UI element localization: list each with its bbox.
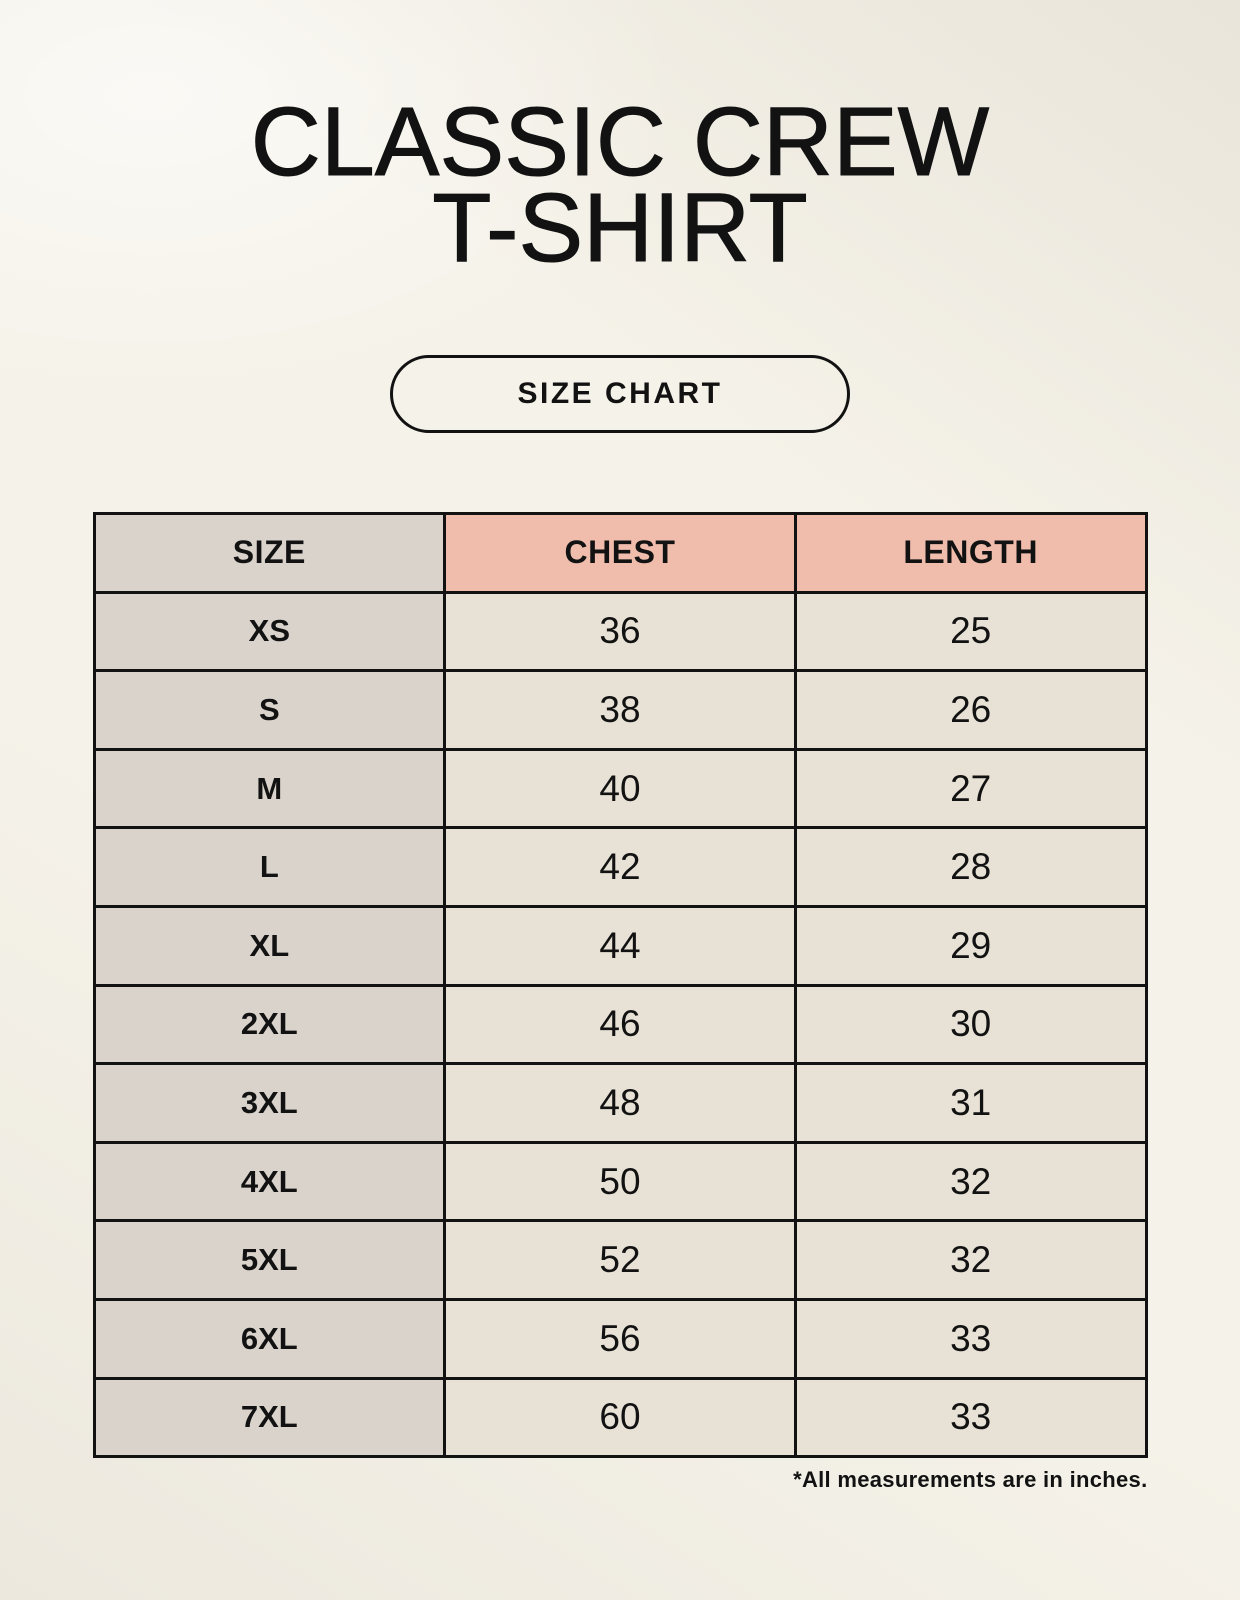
- length-cell: 32: [793, 1140, 1148, 1223]
- size-cell: M: [92, 747, 447, 830]
- chest-cell: 42: [443, 826, 797, 908]
- length-cell: 33: [793, 1376, 1148, 1459]
- size-table-head: SIZE CHEST LENGTH: [92, 512, 1148, 594]
- size-cell: 2XL: [92, 983, 447, 1066]
- size-chart-button[interactable]: SIZE CHART: [390, 355, 850, 433]
- size-cell: 7XL: [92, 1376, 447, 1459]
- column-header-length: LENGTH: [793, 512, 1148, 594]
- size-cell: 4XL: [92, 1140, 447, 1223]
- size-cell: XL: [92, 904, 447, 987]
- table-row: 2XL 46 30: [92, 983, 1148, 1066]
- table-row: XS 36 25: [92, 590, 1148, 673]
- chest-cell: 46: [443, 983, 797, 1066]
- chest-cell: 36: [443, 590, 797, 673]
- table-row: 3XL 48 31: [92, 1062, 1148, 1144]
- length-cell: 30: [793, 983, 1148, 1066]
- chest-cell: 56: [443, 1297, 797, 1380]
- length-cell: 31: [793, 1062, 1148, 1144]
- table-row: 6XL 56 33: [92, 1297, 1148, 1380]
- page-title-line1: CLASSIC CREW: [250, 87, 990, 196]
- measurements-footnote: *All measurements are in inches.: [793, 1467, 1148, 1493]
- page-title-line2: T-SHIRT: [432, 173, 808, 282]
- length-cell: 32: [793, 1219, 1148, 1301]
- length-cell: 25: [793, 590, 1148, 673]
- size-cell: 3XL: [92, 1062, 447, 1144]
- page-title: CLASSIC CREW T-SHIRT: [0, 0, 1240, 277]
- table-row: M 40 27: [92, 747, 1148, 830]
- chest-cell: 44: [443, 904, 797, 987]
- table-row: S 38 26: [92, 669, 1148, 751]
- table-row: 5XL 52 32: [92, 1219, 1148, 1301]
- size-cell: XS: [92, 590, 447, 673]
- length-cell: 33: [793, 1297, 1148, 1380]
- size-table-body: XS 36 25 S 38 26 M 40 27 L 42 28 XL 44 29 2XL 46 30 3XL 48 3…: [92, 590, 1148, 1459]
- chest-cell: 38: [443, 669, 797, 751]
- table-row: 7XL 60 33: [92, 1376, 1148, 1459]
- column-header-size: SIZE: [92, 512, 447, 594]
- header-row: SIZE CHEST LENGTH: [92, 512, 1148, 594]
- chest-cell: 52: [443, 1219, 797, 1301]
- length-cell: 27: [793, 747, 1148, 830]
- size-cell: S: [92, 669, 447, 751]
- length-cell: 29: [793, 904, 1148, 987]
- chest-cell: 48: [443, 1062, 797, 1144]
- size-cell: 6XL: [92, 1297, 447, 1380]
- chest-cell: 50: [443, 1140, 797, 1223]
- size-cell: L: [92, 826, 447, 908]
- table-row: L 42 28: [92, 826, 1148, 908]
- table-row: 4XL 50 32: [92, 1140, 1148, 1223]
- size-table: SIZE CHEST LENGTH XS 36 25 S 38 26 M 40 27 L 42 28 X…: [92, 512, 1148, 1459]
- chest-cell: 60: [443, 1376, 797, 1459]
- length-cell: 26: [793, 669, 1148, 751]
- chest-cell: 40: [443, 747, 797, 830]
- column-header-chest: CHEST: [443, 512, 797, 594]
- size-table-container: SIZE CHEST LENGTH XS 36 25 S 38 26 M 40 27 L 42 28 X…: [92, 512, 1148, 1459]
- table-row: XL 44 29: [92, 904, 1148, 987]
- length-cell: 28: [793, 826, 1148, 908]
- size-cell: 5XL: [92, 1219, 447, 1301]
